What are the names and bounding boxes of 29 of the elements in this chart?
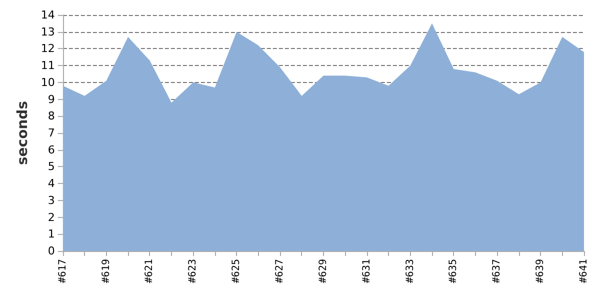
x-tick-label: #619	[100, 259, 112, 284]
y-tick-label: 1	[48, 228, 55, 241]
y-tick-label: 3	[48, 194, 55, 207]
x-tick-label: #639	[535, 259, 546, 284]
y-tick-label: 2	[48, 210, 55, 224]
y-tick-label: 4	[48, 177, 55, 190]
y-tick-label: 11	[40, 59, 55, 72]
y-tick-label: 7	[48, 126, 55, 140]
x-tick-label: #637	[492, 259, 503, 284]
x-tick-label: #631	[361, 259, 372, 284]
y-tick-label: 6	[48, 143, 55, 156]
x-tick-label: #627	[274, 259, 286, 284]
x-tick-label: #617	[57, 259, 68, 284]
y-tick-label: 5	[48, 160, 55, 174]
y-tick-label: 10	[40, 76, 55, 89]
x-tick-label: #621	[144, 259, 156, 284]
y-axis-title: seconds	[15, 100, 31, 166]
x-tick-label: #635	[448, 259, 460, 284]
x-tick-label: #623	[188, 259, 199, 284]
y-tick-label: 8	[48, 110, 55, 123]
y-tick-label: 12	[40, 42, 55, 56]
x-tick-label: #641	[578, 259, 590, 284]
x-tick-label: #625	[231, 259, 242, 284]
y-tick-label: 9	[48, 92, 55, 106]
y-tick-label: 13	[40, 25, 55, 38]
x-tick-label: #629	[318, 259, 329, 284]
y-tick-label: 0	[48, 244, 55, 258]
y-tick-label: 14	[40, 8, 55, 22]
x-tick-label: #633	[404, 259, 416, 284]
